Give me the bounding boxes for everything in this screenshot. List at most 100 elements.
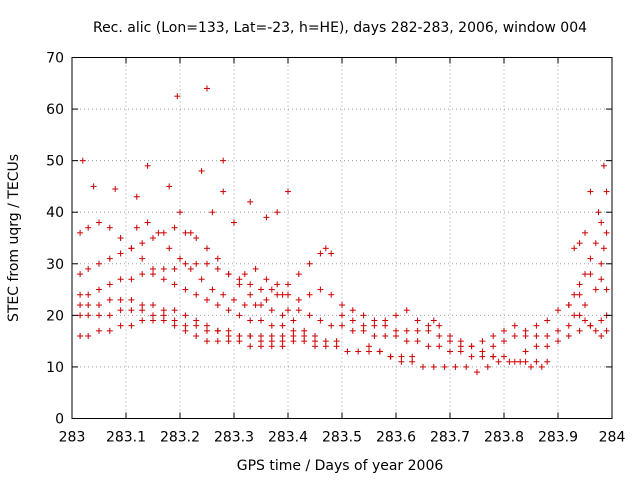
- data-point: [598, 260, 605, 267]
- data-point: [592, 286, 599, 293]
- data-point: [317, 317, 324, 324]
- data-point: [85, 302, 92, 309]
- data-point: [468, 353, 475, 360]
- y-tick-labels: 0 10 20 30 40 50 60 70: [46, 51, 64, 428]
- y-tick-label: 30: [46, 257, 64, 273]
- data-point: [490, 343, 497, 350]
- data-point: [90, 183, 97, 190]
- y-tick-label: 40: [46, 205, 64, 221]
- data-point: [85, 291, 92, 298]
- data-point: [285, 188, 291, 195]
- data-point: [144, 219, 151, 226]
- data-point: [117, 322, 124, 329]
- data-point: [474, 369, 480, 376]
- data-point: [576, 281, 583, 288]
- data-point: [117, 307, 124, 314]
- data-point: [522, 327, 529, 334]
- data-point: [393, 312, 399, 319]
- data-point: [225, 271, 232, 278]
- data-point: [96, 219, 102, 226]
- x-tick-label: 283.5: [322, 430, 362, 446]
- data-point: [312, 332, 318, 339]
- data-point: [258, 332, 264, 339]
- data-point: [603, 188, 610, 195]
- data-point: [393, 327, 399, 334]
- data-point: [160, 265, 167, 272]
- data-point: [96, 302, 102, 309]
- data-point: [182, 312, 189, 319]
- data-point: [247, 281, 254, 288]
- data-point: [77, 271, 84, 278]
- data-point: [139, 302, 146, 309]
- chart-title: Rec. alic (Lon=133, Lat=-23, h=HE), days…: [93, 20, 587, 36]
- data-point: [139, 240, 146, 247]
- data-point: [182, 260, 189, 267]
- data-point: [96, 327, 102, 334]
- data-point: [150, 302, 156, 309]
- x-tick-label: 283.1: [106, 430, 146, 446]
- data-point: [544, 332, 551, 339]
- data-point: [349, 307, 356, 314]
- data-point: [565, 302, 572, 309]
- data-point: [598, 219, 605, 226]
- data-point: [263, 214, 270, 221]
- data-point: [576, 312, 583, 319]
- data-point: [430, 317, 437, 324]
- data-point: [393, 332, 399, 339]
- data-point: [484, 363, 491, 370]
- data-point: [106, 327, 113, 334]
- data-point: [603, 327, 610, 334]
- data-point: [171, 265, 178, 272]
- data-point: [414, 327, 421, 334]
- data-point: [160, 276, 167, 283]
- data-point: [344, 348, 351, 355]
- data-point: [268, 338, 275, 345]
- data-point: [171, 322, 178, 329]
- data-point: [290, 338, 297, 345]
- data-point: [398, 358, 405, 365]
- data-point: [258, 317, 264, 324]
- data-point: [366, 348, 372, 355]
- data-point: [328, 322, 335, 329]
- data-point: [322, 245, 329, 252]
- data-point: [150, 235, 156, 241]
- data-point: [247, 332, 254, 339]
- x-tick-label: 283: [59, 430, 86, 446]
- data-point: [279, 338, 286, 345]
- data-point: [150, 312, 156, 319]
- data-point: [522, 348, 529, 355]
- data-point: [96, 260, 102, 267]
- data-point: [511, 332, 518, 339]
- data-point: [139, 307, 146, 314]
- x-tick-label: 283.6: [376, 430, 416, 446]
- data-point: [139, 317, 146, 324]
- data-point: [328, 250, 335, 257]
- data-point: [457, 338, 464, 345]
- data-point: [268, 322, 275, 329]
- data-point: [182, 327, 189, 334]
- data-point: [425, 322, 432, 329]
- data-point: [511, 322, 518, 329]
- data-point: [128, 307, 135, 314]
- data-point: [295, 307, 302, 314]
- data-point: [209, 286, 216, 293]
- data-point: [425, 343, 432, 350]
- data-point: [177, 209, 183, 216]
- data-point: [171, 224, 178, 231]
- data-point: [182, 322, 189, 329]
- data-point: [171, 281, 178, 288]
- data-point: [447, 348, 453, 355]
- data-point: [204, 245, 210, 252]
- data-point: [279, 312, 286, 319]
- data-point: [290, 332, 297, 339]
- data-point: [571, 312, 578, 319]
- data-point: [544, 343, 551, 350]
- data-point: [204, 327, 210, 334]
- data-point: [452, 363, 459, 370]
- data-point: [236, 332, 243, 339]
- data-point: [598, 276, 605, 283]
- data-point: [603, 229, 610, 236]
- data-point: [133, 224, 140, 231]
- data-point: [349, 327, 356, 334]
- data-point: [247, 317, 254, 324]
